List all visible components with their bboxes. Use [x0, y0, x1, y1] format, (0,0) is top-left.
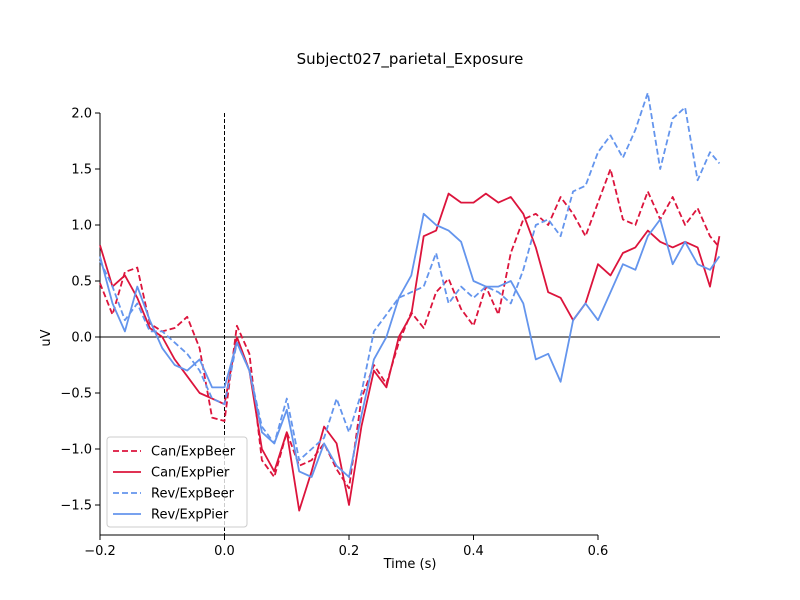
y-tick-label: 1.0: [71, 219, 92, 234]
chart-title: Subject027_parietal_Exposure: [297, 50, 524, 69]
y-tick-label: 0.5: [71, 275, 92, 290]
x-axis-label: Time (s): [383, 557, 437, 572]
y-axis-label: uV: [39, 329, 54, 346]
series-line-rev-exppier: [99, 212, 721, 478]
legend: Can/ExpBeer Can/ExpPier Rev/ExpBeer Rev/Exp…: [106, 436, 248, 528]
y-tick-label: −0.5: [60, 387, 92, 402]
series-line-can-exppier: [99, 192, 721, 512]
x-tick-label: −0.2: [84, 544, 116, 559]
legend-label: Rev/ExpPier: [151, 508, 229, 523]
x-tick-label: 0.0: [214, 544, 235, 559]
x-tick-label: 0.2: [339, 544, 360, 559]
legend-label: Rev/ExpBeer: [151, 487, 235, 502]
y-tick-label: 1.5: [71, 163, 92, 178]
y-tick-label: −1.0: [60, 443, 92, 458]
y-tick-label: −1.5: [60, 499, 92, 514]
x-tick-label: 0.6: [588, 544, 609, 559]
legend-label: Can/ExpPier: [151, 466, 230, 481]
y-tick-label: 0.0: [71, 331, 92, 346]
legend-box: [106, 436, 248, 528]
y-tick-label: 2.0: [71, 107, 92, 122]
legend-label: Can/ExpBeer: [151, 445, 236, 460]
lines-layer: [99, 91, 721, 512]
series-line-rev-expbeer: [99, 91, 721, 462]
x-tick-label: 0.4: [463, 544, 484, 559]
